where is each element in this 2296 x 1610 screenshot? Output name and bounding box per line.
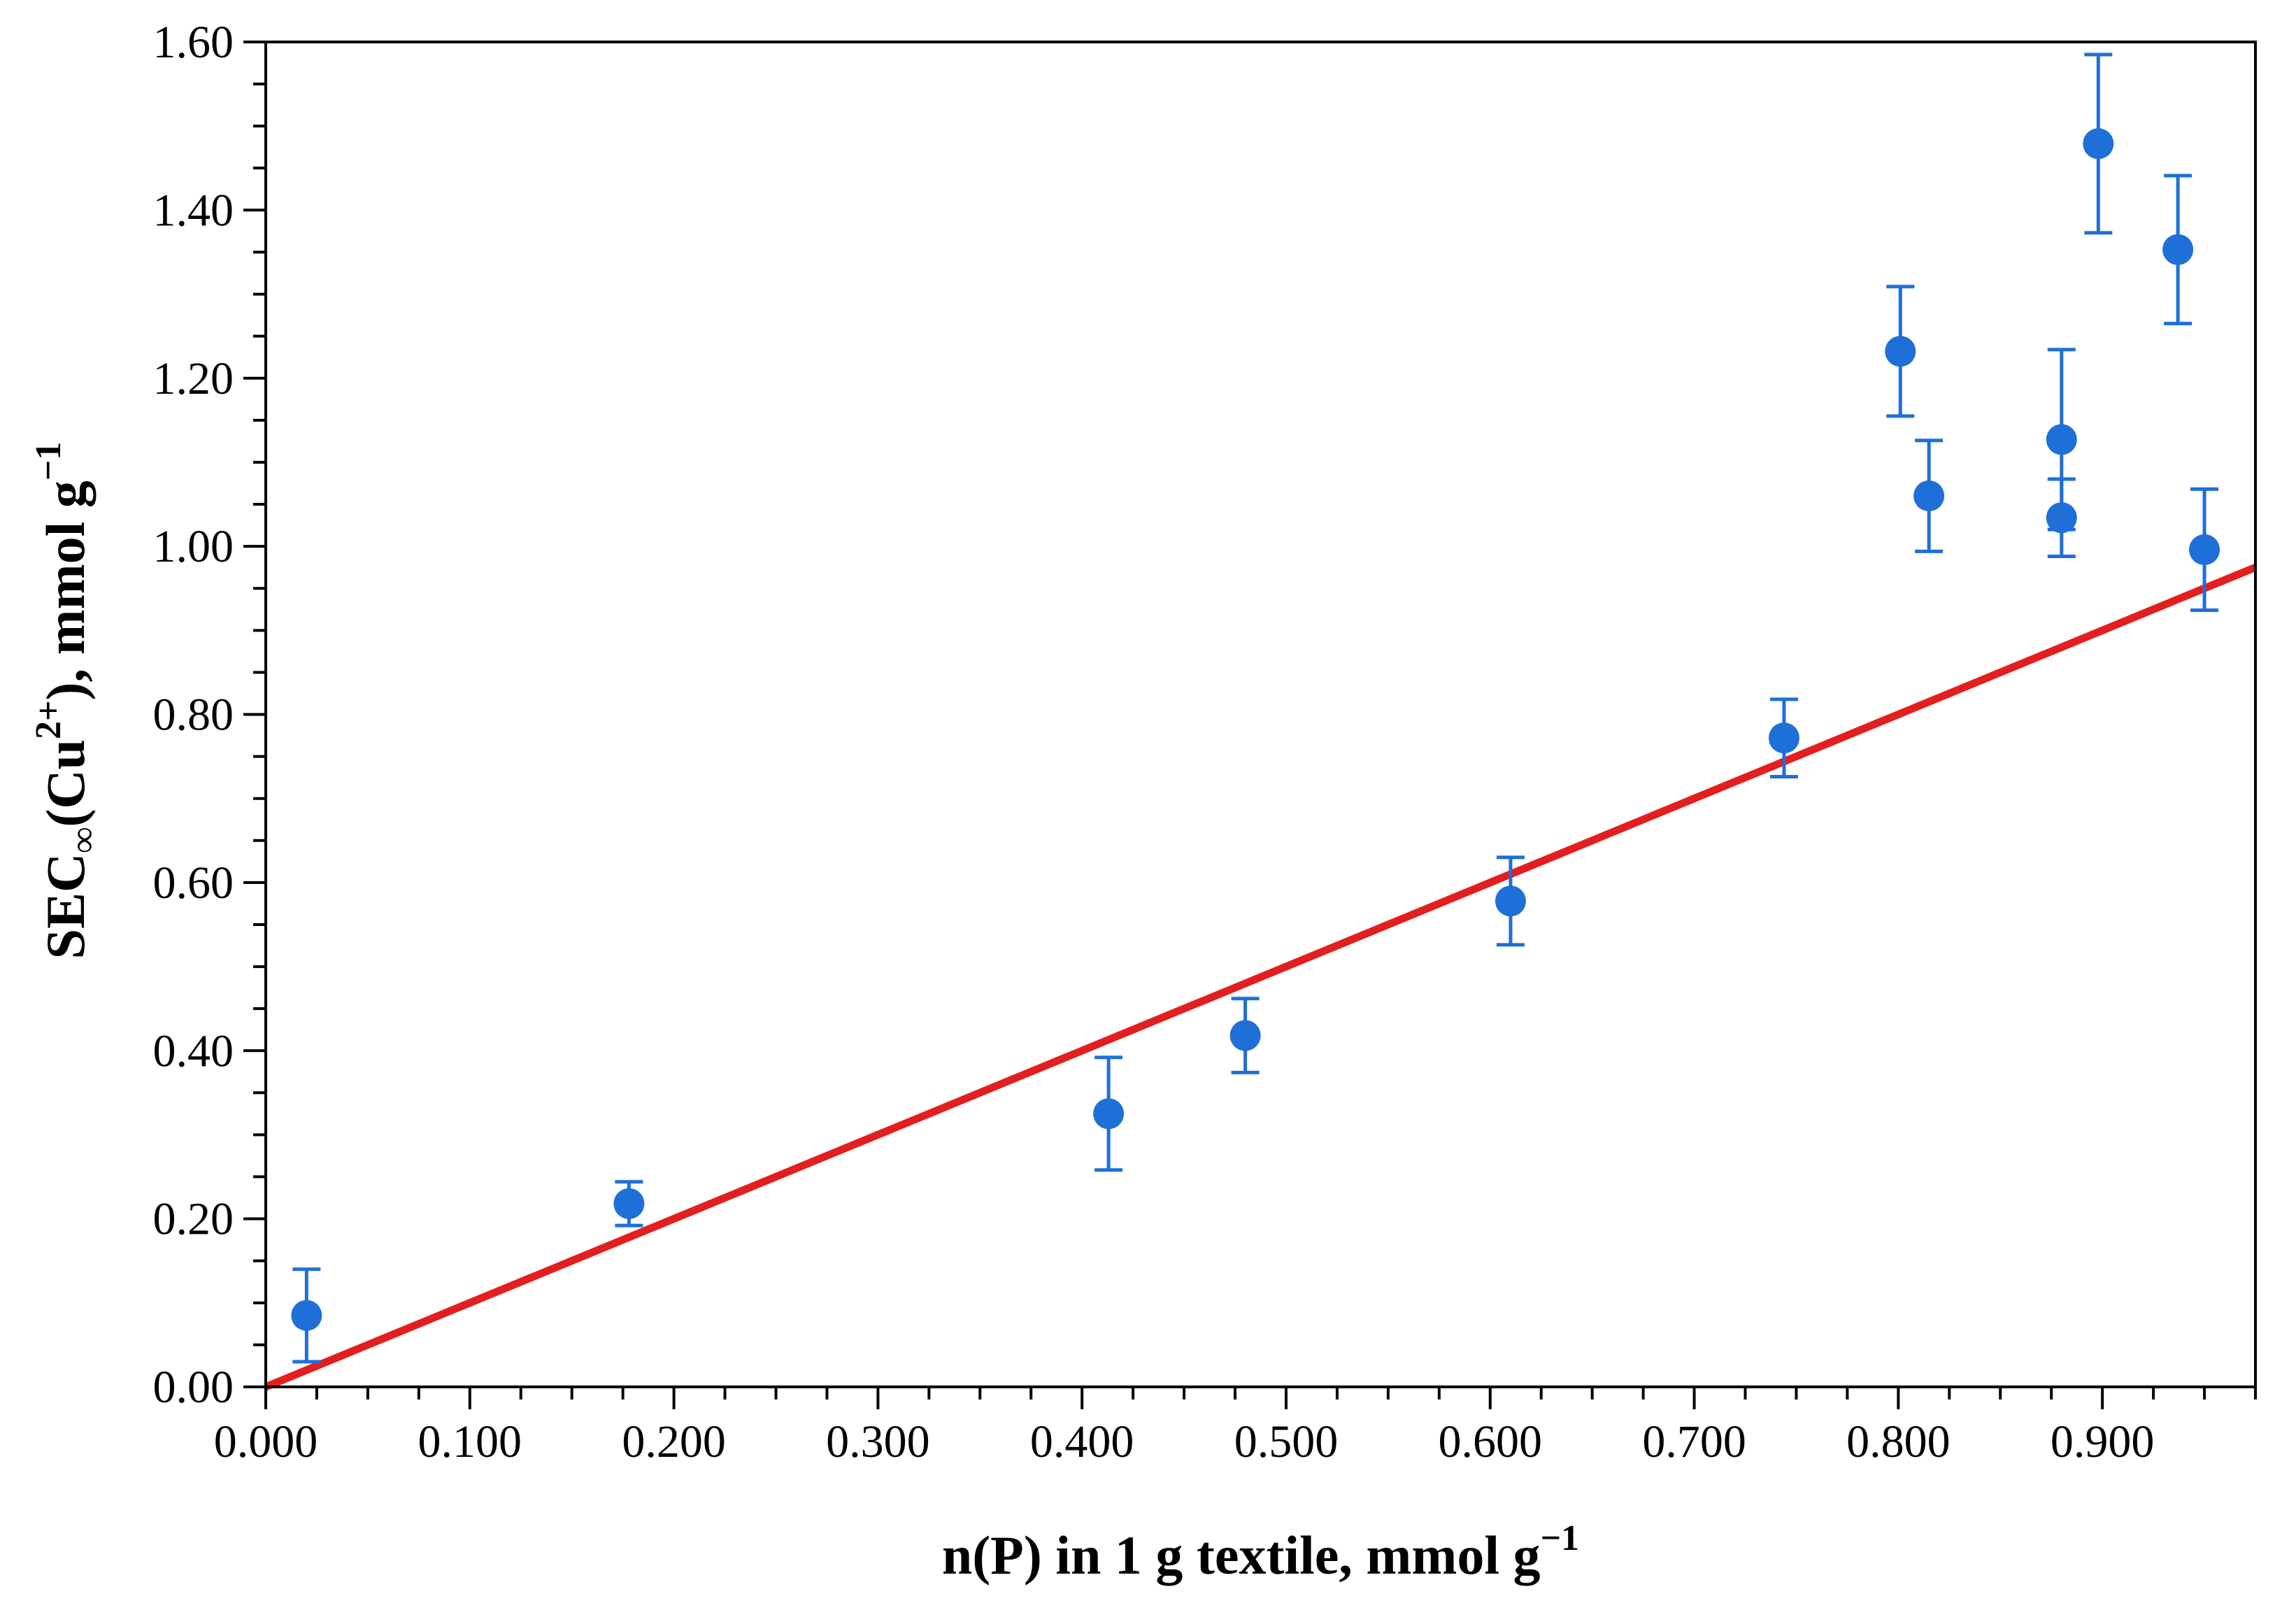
x-axis-ticks: 0.000 0.100 0.200 0.300 0.400 0.500 0.600 0.700… (214, 1387, 2257, 1467)
data-marker (1229, 1020, 1261, 1051)
x-axis-title-main: n(P) in 1 g textile, mmol g (942, 1525, 1541, 1586)
data-marker (2046, 424, 2077, 455)
y-tick-label: 1.20 (153, 353, 234, 404)
y-tick-label: 0.80 (153, 690, 234, 741)
x-tick-label: 0.800 (1846, 1416, 1951, 1467)
x-tick-label: 0.700 (1642, 1416, 1746, 1467)
y-tick-label: 1.60 (153, 17, 234, 68)
y-axis-title-sup2: −1 (29, 442, 69, 481)
y-tick-label: 0.00 (153, 1362, 234, 1413)
data-marker (1093, 1098, 1125, 1130)
plot-frame (264, 41, 2257, 1388)
y-axis-title-mid: (Cu (35, 739, 96, 827)
y-tick-label: 0.20 (153, 1194, 234, 1245)
data-point (1093, 1055, 1125, 1172)
data-marker (2083, 128, 2114, 159)
x-axis-title-sup: −1 (1541, 1518, 1580, 1558)
y-axis-title-sup1: 2+ (29, 700, 69, 739)
data-marker (1913, 480, 1945, 512)
x-tick-label: 0.000 (214, 1416, 318, 1467)
x-tick-label: 0.200 (622, 1416, 726, 1467)
data-marker (2046, 502, 2077, 534)
chart-marks (264, 52, 2258, 1391)
data-point (2083, 52, 2114, 235)
data-point (1768, 697, 1799, 778)
y-tick-label: 1.00 (153, 521, 234, 572)
data-point (1495, 855, 1526, 947)
y-axis-title-post: ), mmol g (35, 480, 96, 700)
data-point (1913, 439, 1945, 553)
y-tick-label: 0.60 (153, 857, 234, 909)
data-point (1229, 997, 1261, 1074)
data-marker (1885, 336, 1916, 367)
data-marker (2162, 234, 2194, 265)
data-point (291, 1267, 322, 1364)
data-marker (613, 1188, 645, 1219)
data-marker (291, 1299, 322, 1331)
x-tick-label: 0.300 (826, 1416, 930, 1467)
y-axis-ticks: 0.00 0.20 0.40 0.60 0.80 1.00 1.20 1.40 1.60 (153, 17, 266, 1413)
x-tick-label: 0.600 (1439, 1416, 1543, 1467)
data-point (2046, 477, 2077, 559)
x-tick-label: 0.900 (2051, 1416, 2155, 1467)
y-axis-title-prefix: SEC (35, 853, 96, 960)
x-tick-label: 0.400 (1030, 1416, 1134, 1467)
x-axis-title: n(P) in 1 g textile, mmol g−1 (942, 1518, 1579, 1586)
y-tick-label: 0.40 (153, 1025, 234, 1076)
x-tick-label: 0.500 (1234, 1416, 1339, 1467)
data-marker (1768, 722, 1799, 754)
fit-line (264, 564, 2258, 1391)
y-axis-title-sub: ∞ (64, 827, 104, 853)
data-marker (1495, 885, 1526, 917)
data-point (2189, 487, 2220, 612)
data-marker (2189, 534, 2220, 565)
data-point (1885, 285, 1916, 418)
data-point (613, 1180, 645, 1227)
data-point (2162, 173, 2194, 326)
y-tick-label: 1.40 (153, 185, 234, 236)
y-axis-title: SEC∞(Cu2+), mmol g−1 (29, 442, 104, 960)
x-tick-label: 0.100 (418, 1416, 522, 1467)
